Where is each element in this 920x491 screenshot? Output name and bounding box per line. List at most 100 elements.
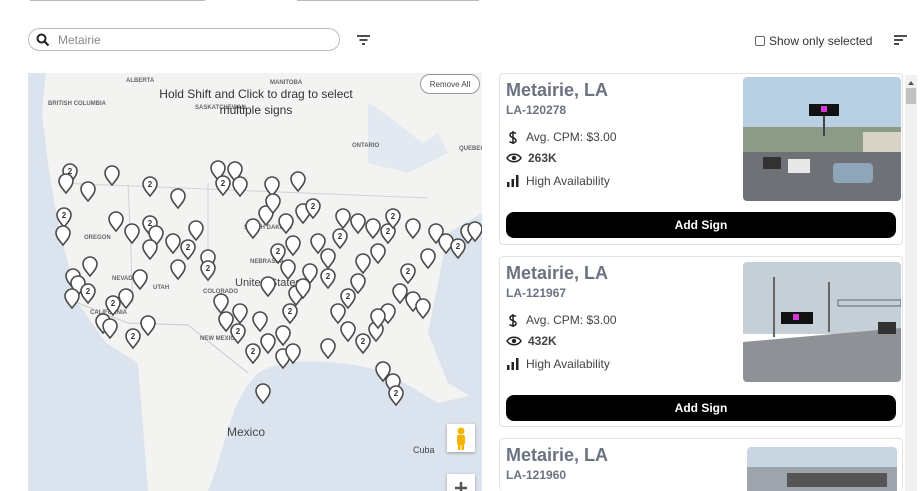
bars-icon xyxy=(507,358,519,370)
pin-shape xyxy=(252,311,268,333)
map-label: Cuba xyxy=(413,445,435,455)
pin-shape xyxy=(260,333,276,355)
map-pin xyxy=(245,218,261,240)
pin-shape xyxy=(80,181,96,203)
pin-shape xyxy=(227,161,243,183)
add-sign-button[interactable]: Add Sign xyxy=(506,212,896,238)
cluster-count: 2 xyxy=(456,242,461,251)
map-label: UTAH xyxy=(153,285,169,291)
sign-photo xyxy=(747,447,897,491)
cluster-count: 2 xyxy=(406,267,411,276)
map-pin xyxy=(258,205,274,227)
card-impressions: 432K xyxy=(528,334,557,348)
cluster-count: 2 xyxy=(391,212,396,221)
map-pin xyxy=(64,288,80,310)
map-pin: 2 xyxy=(245,343,261,365)
sort-icon[interactable] xyxy=(893,34,908,46)
pin-shape xyxy=(400,263,416,285)
map-pin xyxy=(58,173,74,195)
pin-shape xyxy=(180,239,196,261)
pegman-control[interactable] xyxy=(447,424,475,452)
map-pin xyxy=(264,176,280,198)
pin-shape xyxy=(170,259,186,281)
card-availability: High Availability xyxy=(526,174,610,188)
map-pin xyxy=(260,333,276,355)
pin-shape xyxy=(365,218,381,240)
sign-card[interactable]: Metairie, LA LA-120278 Avg. CPM: $3.00 2… xyxy=(499,73,903,245)
map-pin xyxy=(375,361,391,383)
map-pin xyxy=(350,273,366,295)
pin-shape xyxy=(104,165,120,187)
pin-shape xyxy=(64,288,80,310)
cluster-count: 2 xyxy=(148,180,153,189)
cluster-count: 2 xyxy=(186,243,191,252)
sign-card[interactable]: Metairie, LA LA-121967 Avg. CPM: $3.00 4… xyxy=(499,256,903,427)
cluster-count: 2 xyxy=(68,167,73,176)
card-cpm: Avg. CPM: $3.00 xyxy=(526,313,617,327)
map-pin: 2 xyxy=(355,333,371,355)
cluster-count: 2 xyxy=(326,272,331,281)
pin-shape xyxy=(340,288,356,310)
map-pin: 2 xyxy=(400,263,416,285)
map-pin xyxy=(80,181,96,203)
map-pin xyxy=(295,278,311,300)
map-label: BRITISH COLUMBIA xyxy=(48,101,107,107)
map-pin: 2 xyxy=(282,303,298,325)
map-label: NEW MEXICO xyxy=(200,336,240,342)
pin-shape xyxy=(213,293,229,315)
map-pin xyxy=(280,259,296,281)
pin-shape xyxy=(285,343,301,365)
filter-icon[interactable] xyxy=(356,34,371,46)
pin-shape xyxy=(330,303,346,325)
map-pin xyxy=(232,303,248,325)
card-impressions: 263K xyxy=(528,151,557,165)
map-pin xyxy=(213,293,229,315)
pin-shape xyxy=(467,221,482,243)
card-id: LA-121967 xyxy=(506,286,567,300)
map-pin xyxy=(355,253,371,275)
pin-shape xyxy=(105,295,121,317)
remove-all-button[interactable]: Remove All xyxy=(420,74,480,94)
pin-shape xyxy=(282,303,298,325)
card-title: Metairie, LA xyxy=(506,445,609,465)
map-pin: 2 xyxy=(125,328,141,350)
pin-shape xyxy=(388,385,404,407)
search-placeholder: Metairie xyxy=(58,33,101,47)
scrollbar[interactable] xyxy=(905,75,917,491)
pin-shape xyxy=(332,228,348,250)
map-pin xyxy=(467,221,482,243)
show-selected-checkbox[interactable]: Show only selected xyxy=(755,34,872,48)
pin-shape xyxy=(265,193,281,215)
add-sign-button[interactable]: Add Sign xyxy=(506,395,896,421)
pin-shape xyxy=(385,208,401,230)
bars-icon xyxy=(507,175,519,187)
map[interactable]: ALBERTA MANITOBA BRITISH COLUMBIA SASKATCHE… xyxy=(28,73,482,491)
pin-shape xyxy=(80,283,96,305)
map-pin xyxy=(310,233,326,255)
pin-shape xyxy=(350,273,366,295)
map-label: ALBERTA xyxy=(126,78,155,84)
map-label: OREGON xyxy=(84,235,111,241)
zoom-in-control[interactable] xyxy=(447,474,475,491)
pin-shape xyxy=(232,176,248,198)
pin-shape xyxy=(170,188,186,210)
cluster-count: 2 xyxy=(251,347,256,356)
map-pin xyxy=(302,263,318,285)
search-box[interactable]: Metairie xyxy=(28,28,340,51)
map-pin: 2 xyxy=(332,228,348,250)
map-pin xyxy=(165,233,181,255)
pin-shape xyxy=(290,171,306,193)
scroll-parts xyxy=(906,81,916,104)
cluster-count: 2 xyxy=(131,332,136,341)
map-pin: 2 xyxy=(215,175,231,197)
map-pin xyxy=(265,193,281,215)
plus-icon xyxy=(455,482,467,491)
cluster-count: 2 xyxy=(148,219,153,228)
sign-photo xyxy=(743,262,901,382)
pin-shape xyxy=(405,218,421,240)
map-label: NEBRASKA xyxy=(250,259,285,265)
sign-card[interactable]: Metairie, LA LA-121960 xyxy=(499,438,903,491)
map-pin: 2 xyxy=(270,243,286,265)
map-pin xyxy=(340,321,356,343)
cluster-count: 2 xyxy=(221,179,226,188)
